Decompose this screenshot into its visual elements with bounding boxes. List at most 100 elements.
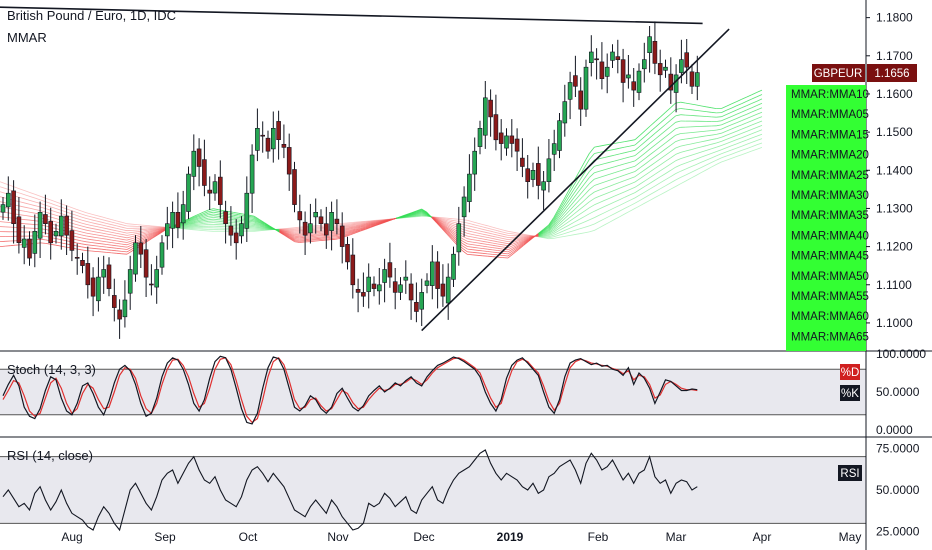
ma-ribbon-segment [543, 236, 549, 238]
ma-ribbon-segment [711, 107, 717, 109]
ma-ribbon-segment [568, 234, 575, 236]
ma-ribbon-segment [187, 224, 194, 226]
ma-ribbon-segment [269, 228, 275, 230]
ma-ribbon-segment [741, 109, 747, 113]
ma-ribbon-segment [589, 217, 595, 221]
ma-ribbon-segment [299, 241, 305, 243]
ma-ribbon-segment [665, 170, 671, 174]
ma-ribbon-segment [680, 156, 686, 159]
ma-ribbon-segment [335, 224, 341, 226]
ma-ribbon-segment [706, 139, 712, 142]
ma-ribbon-segment [380, 219, 387, 221]
price-axis[interactable]: 1.18001.17001.16001.15001.14001.13001.12… [866, 11, 926, 539]
trendlines[interactable] [0, 2, 730, 332]
ma-ribbon-segment [462, 226, 468, 229]
ma-ribbon-segment [335, 236, 341, 239]
ma-ribbon-segment [0, 186, 6, 189]
ma-ribbon-segment [705, 157, 712, 161]
ma-ribbon-segment [695, 162, 702, 165]
ma-ribbon-segment [284, 233, 290, 237]
ma-ribbon-segment [451, 229, 458, 234]
ma-ribbon-segment [492, 240, 498, 243]
ma-ribbon-segment [330, 231, 336, 234]
ma-ribbon-segment [284, 234, 290, 239]
ma-ribbon-segment [624, 140, 630, 142]
ma-ribbon-segment [609, 148, 615, 151]
ma-ribbon-segment [746, 98, 752, 102]
ma-ribbon-segment [436, 219, 443, 224]
ma-ribbon-segment [726, 158, 732, 161]
ma-ribbon-segment [578, 216, 585, 220]
ma-ribbon-segment [629, 149, 636, 152]
ma-ribbon-segment [106, 238, 112, 241]
ma-ribbon-segment [101, 243, 107, 245]
ma-ribbon-segment [436, 217, 443, 219]
rsi-band [0, 456, 866, 524]
ma-ribbon-segment [609, 183, 615, 187]
ma-ribbon-segment [650, 197, 656, 201]
ma-ribbon-segment [121, 229, 128, 232]
candle-body [504, 135, 509, 149]
ma-ribbon-segment [111, 237, 117, 239]
ma-ribbon-segment [208, 211, 214, 214]
ma-ribbon-segment [492, 251, 498, 254]
ma-ribbon-segment [629, 144, 636, 147]
ma-ribbon-segment [452, 221, 458, 224]
ma-ribbon-segment [756, 102, 763, 106]
ma-ribbon-segment [523, 236, 529, 239]
ma-ribbon-segment [629, 208, 636, 212]
ma-ribbon-segment [558, 233, 565, 236]
ma-ribbon-segment [523, 238, 529, 241]
ma-ribbon-segment [81, 249, 87, 251]
ma-ribbon-segment [335, 232, 341, 234]
ma-ribbon-segment [4, 188, 11, 191]
ma-ribbon-segment [472, 249, 478, 251]
ma-ribbon-segment [497, 247, 503, 250]
ma-ribbon-segment [614, 170, 620, 173]
ma-ribbon-segment [30, 196, 36, 199]
ma-ribbon-segment [741, 126, 747, 130]
ma-ribbon-segment [55, 208, 62, 211]
ma-ribbon-segment [644, 171, 651, 176]
ma-ribbon-segment [76, 236, 82, 239]
ma-ribbon-segment [706, 130, 712, 132]
candle-body [186, 173, 191, 212]
ma-ribbon-segment [25, 219, 31, 221]
ma-ribbon-segment [197, 217, 204, 220]
ma-ribbon-segment [30, 204, 36, 207]
ma-ribbon-segment [289, 234, 295, 237]
ma-ribbon-segment [660, 179, 666, 184]
ma-ribbon-segment [482, 233, 488, 236]
candle-body [58, 215, 64, 237]
time-tick-label: Aug [61, 530, 82, 544]
ma-ribbon-segment [81, 246, 87, 249]
ma-ribbon-segment [649, 156, 656, 161]
ma-ribbon-segment [644, 154, 651, 159]
ma-ribbon-segment [365, 227, 371, 230]
ma-ribbon-segment [126, 238, 133, 241]
ma-ribbon-segment [685, 143, 691, 146]
ma-ribbon-segment [462, 238, 468, 242]
ma-ribbon-segment [198, 229, 204, 231]
ma-ribbon-segment [558, 210, 565, 218]
ma-ribbon-segment [421, 211, 427, 215]
ma-ribbon-segment [50, 206, 57, 209]
ma-ribbon-segment [345, 224, 351, 226]
time-axis[interactable]: Aug Sep Oct Nov Dec 2019 Feb Mar Apr May [61, 530, 861, 544]
ma-ribbon-segment [497, 234, 503, 237]
ma-ribbon-segment [203, 214, 209, 217]
ma-ribbon-segment [345, 233, 351, 236]
ma-ribbon-segment [40, 242, 46, 244]
ma-ribbon-segment [386, 218, 392, 221]
ma-ribbon-segment [517, 242, 524, 247]
ma-ribbon-segment [721, 159, 727, 163]
ma-ribbon-segment [355, 223, 361, 225]
ma-ribbon-segment [411, 215, 417, 217]
ma-ribbon-segment [670, 160, 676, 165]
ma-ribbon-segment [644, 188, 651, 193]
ma-ribbon-segment [711, 164, 717, 168]
ma-ribbon-segment [345, 229, 351, 232]
ma-ribbon-segment [203, 211, 209, 215]
ma-ribbon-segment [523, 234, 529, 236]
